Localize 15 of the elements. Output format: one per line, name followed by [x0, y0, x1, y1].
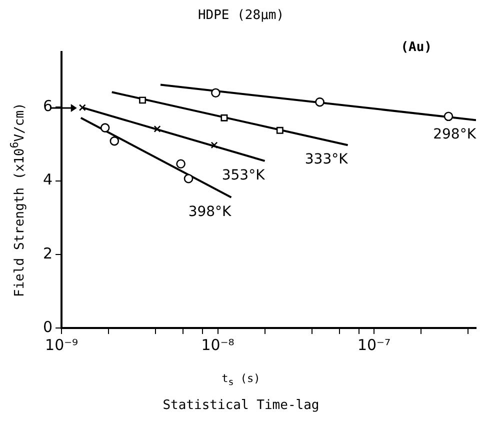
text: Statistical Time-lag	[162, 398, 320, 413]
series-label: 333°K	[304, 152, 349, 168]
x-tick-label: 10⁻⁹	[45, 336, 78, 354]
x-tick-label: 10⁻⁷	[357, 336, 390, 354]
x-axis-title: t$_{s}$ (s)	[220, 372, 262, 388]
x-tick-label: 10⁻⁸	[201, 336, 234, 354]
y-tick-label: 0	[42, 318, 53, 336]
series-label: 353°K	[222, 168, 266, 184]
series-label: 398°K	[188, 204, 232, 220]
y-tick-label: 2	[42, 244, 53, 262]
annotation: (Au)	[400, 40, 432, 55]
y-tick-label: 6	[42, 97, 53, 116]
series-label: 298°K	[433, 126, 477, 143]
y-tick-label: 4	[42, 170, 53, 189]
chart-title: HDPE (28μm)	[196, 8, 286, 23]
